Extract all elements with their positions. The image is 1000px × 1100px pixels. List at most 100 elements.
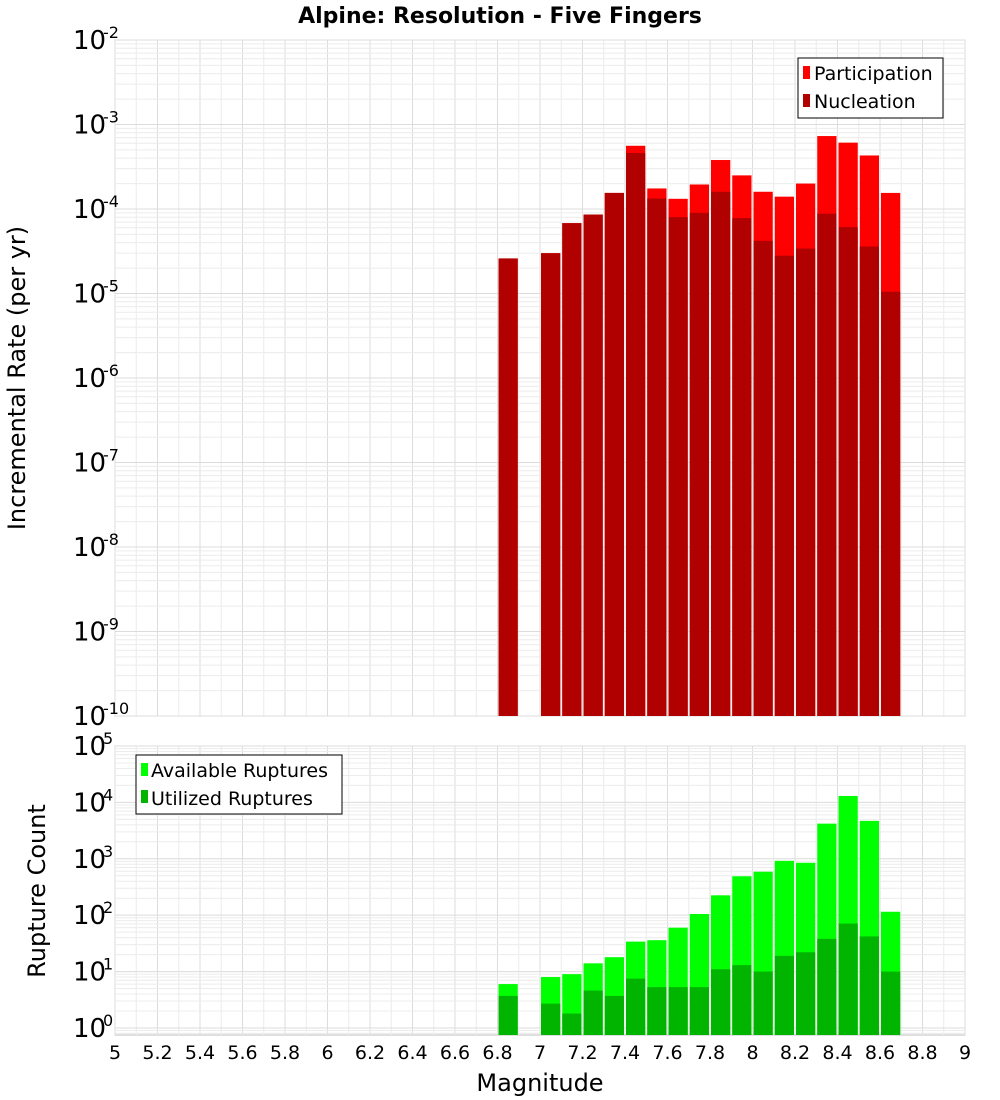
bar-utilized-ruptures: [838, 923, 858, 1035]
x-tick-label: 7.4: [610, 1042, 640, 1064]
bottom-y-tick-label: 10: [73, 788, 106, 818]
top-y-tick-label: 10: [73, 195, 106, 225]
legend-label-participation: Participation: [814, 63, 933, 85]
x-tick-label: 5.4: [185, 1042, 215, 1064]
bottom-y-tick-label: 10: [73, 1014, 106, 1044]
bar-utilized-ruptures: [668, 987, 688, 1035]
x-tick-label: 8.8: [907, 1042, 937, 1064]
top-y-tick-exponent: -4: [103, 192, 119, 211]
bar-nucleation: [583, 214, 603, 716]
top-y-axis-label: Incremental Rate (per yr): [3, 226, 31, 530]
bar-utilized-ruptures: [859, 936, 879, 1035]
x-tick-label: 6.4: [397, 1042, 427, 1064]
top-legend: Participation Nucleation: [797, 57, 944, 119]
bottom-y-tick-exponent: 1: [103, 955, 113, 974]
x-tick-label: 8: [746, 1042, 758, 1064]
bar-nucleation: [859, 246, 879, 716]
bar-nucleation: [796, 248, 816, 716]
bar-nucleation: [711, 191, 731, 717]
x-tick-label: 7: [534, 1042, 546, 1064]
top-y-tick-label: 10: [73, 364, 106, 394]
top-y-tick-exponent: -6: [103, 361, 119, 380]
bar-nucleation: [498, 258, 518, 716]
bottom-y-tick-exponent: 3: [103, 842, 113, 861]
x-tick-label: 6.6: [440, 1042, 470, 1064]
bar-utilized-ruptures: [881, 971, 901, 1035]
bottom-y-tick-exponent: 0: [103, 1011, 113, 1030]
top-y-tick-label: 10: [73, 26, 106, 56]
top-y-tick-label: 10: [73, 618, 106, 648]
top-grid: [114, 39, 966, 717]
top-bars: [498, 136, 901, 717]
bar-nucleation: [774, 255, 794, 716]
bar-utilized-ruptures: [626, 978, 646, 1035]
x-tick-label: 7.8: [695, 1042, 725, 1064]
bottom-y-tick-exponent: 5: [103, 729, 113, 748]
top-y-tick-exponent: -8: [103, 530, 119, 549]
bar-utilized-ruptures: [647, 987, 667, 1035]
top-y-tick-label: 10: [73, 280, 106, 310]
bar-utilized-ruptures: [604, 995, 624, 1035]
bottom-y-tick-label: 10: [73, 958, 106, 988]
x-tick-label: 8.2: [780, 1042, 810, 1064]
top-y-tick-exponent: -10: [103, 699, 129, 718]
x-axis-label: Magnitude: [476, 1069, 603, 1097]
bar-utilized-ruptures: [753, 971, 773, 1035]
x-tick-labels: 5 5.2 5.4 5.6 5.8 6 6.2 6.4 6.6 6.8 7 7.2 7.4 7.6 7.8 8…: [109, 1042, 971, 1064]
bar-utilized-ruptures: [796, 952, 816, 1035]
x-tick-label: 8.6: [865, 1042, 895, 1064]
bottom-y-tick-label: 10: [73, 732, 106, 762]
x-tick-label: 5.8: [270, 1042, 300, 1064]
bar-utilized-ruptures: [498, 995, 518, 1035]
bar-nucleation: [647, 198, 667, 716]
bar-utilized-ruptures: [541, 1003, 561, 1035]
bar-nucleation: [541, 253, 561, 716]
x-tick-label: 6: [321, 1042, 333, 1064]
x-tick-label: 5.2: [142, 1042, 172, 1064]
top-y-tick-exponent: -2: [103, 23, 119, 42]
legend-label-utilized: Utilized Ruptures: [151, 788, 313, 810]
bar-nucleation: [817, 213, 837, 716]
bar-utilized-ruptures: [732, 965, 752, 1035]
bar-nucleation: [689, 212, 709, 716]
x-tick-label: 8.4: [822, 1042, 852, 1064]
top-y-tick-label: 10: [73, 111, 106, 141]
bar-utilized-ruptures: [562, 1013, 582, 1035]
bottom-legend-box: [135, 754, 343, 815]
bar-nucleation: [668, 217, 688, 716]
x-tick-label: 6.2: [355, 1042, 385, 1064]
bar-utilized-ruptures: [583, 990, 603, 1035]
bottom-y-tick-label: 10: [73, 845, 106, 875]
bottom-y-tick-label: 10: [73, 901, 106, 931]
bottom-bars: [498, 795, 901, 1035]
bar-utilized-ruptures: [689, 987, 709, 1035]
x-tick-label: 5: [109, 1042, 121, 1064]
x-tick-label: 7.2: [567, 1042, 597, 1064]
top-y-tick-label: 10: [73, 533, 106, 563]
x-tick-label: 7.6: [652, 1042, 682, 1064]
top-legend-box: [797, 57, 944, 119]
legend-swatch-nucleation: [803, 94, 810, 107]
legend-label-available: Available Ruptures: [151, 760, 328, 782]
bottom-y-tick-exponent: 4: [103, 785, 113, 804]
x-tick-label: 6.8: [482, 1042, 512, 1064]
bar-nucleation: [626, 152, 646, 717]
bottom-y-axis-label: Rupture Count: [23, 804, 51, 978]
x-tick-label: 5.6: [227, 1042, 257, 1064]
top-y-tick-exponent: -9: [103, 615, 119, 634]
bottom-y-tick-exponent: 2: [103, 898, 113, 917]
bar-nucleation: [604, 192, 624, 716]
top-y-tick-exponent: -7: [103, 446, 119, 465]
bar-utilized-ruptures: [711, 969, 731, 1035]
bar-nucleation: [562, 223, 582, 716]
x-tick-label: 9: [959, 1042, 971, 1064]
legend-label-nucleation: Nucleation: [814, 91, 916, 113]
bar-nucleation: [881, 291, 901, 716]
legend-swatch-participation: [803, 66, 810, 79]
top-y-tick-label: 10: [73, 702, 106, 732]
top-y-tick-exponent: -5: [103, 277, 119, 296]
bar-nucleation: [838, 227, 858, 716]
